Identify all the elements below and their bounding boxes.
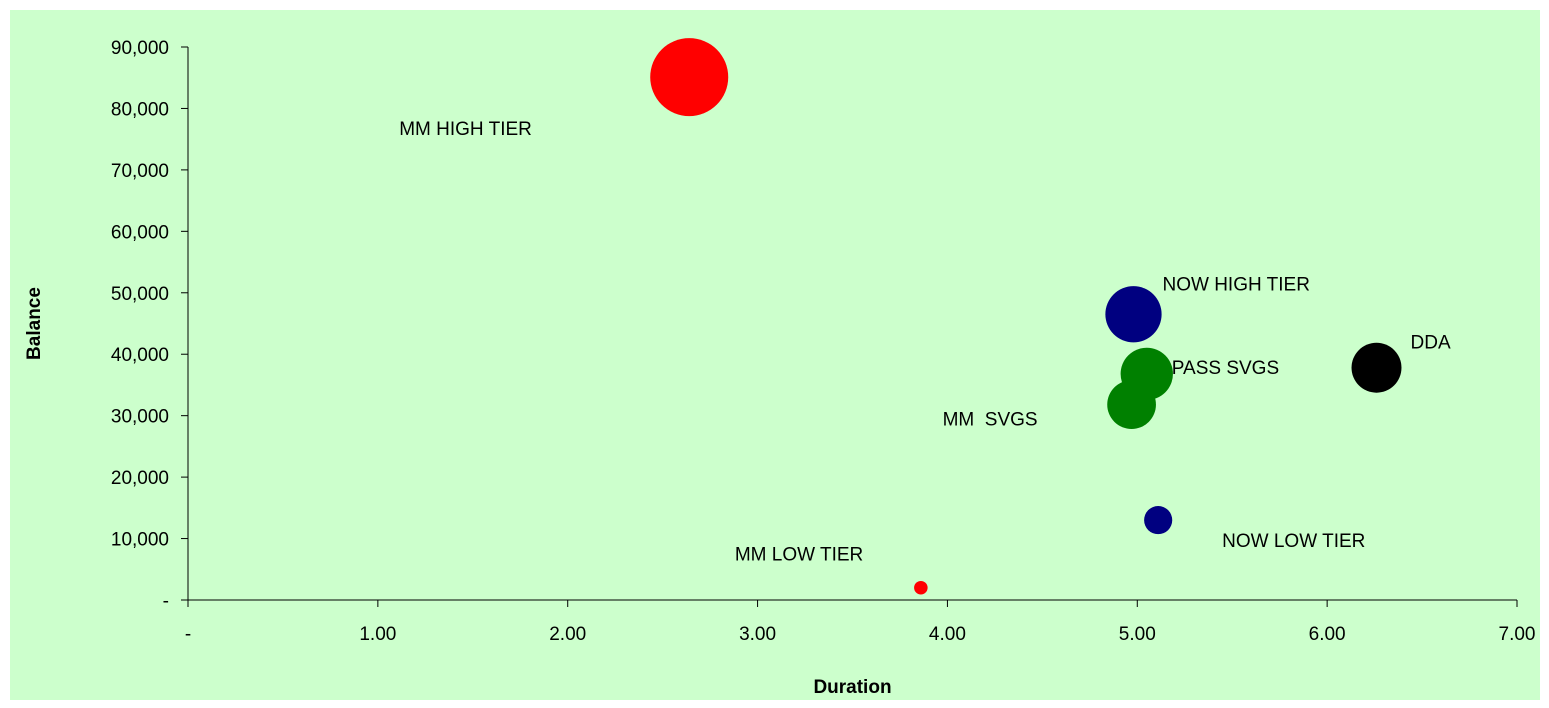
y-tick-label: 30,000 (111, 407, 169, 428)
bubble-label-pass-svgs: PASS SVGS (1172, 358, 1279, 379)
y-tick-label: - (163, 591, 169, 612)
bubble-chart: - 10,000 20,000 30,000 40,000 50,000 60,000 70,… (10, 10, 1540, 700)
x-tick-label: 5.00 (1119, 624, 1156, 645)
bubble-label-now-low-tier: NOW LOW TIER (1222, 531, 1365, 552)
bubble-dda (1351, 342, 1402, 393)
x-tick-label: 6.00 (1309, 624, 1346, 645)
y-tick-label: 80,000 (111, 99, 169, 120)
y-tick-label: 20,000 (111, 468, 169, 489)
bubble-mm-svgs (1107, 380, 1156, 429)
y-tick-label: 60,000 (111, 222, 169, 243)
bubble-mm-high-tier (650, 38, 729, 117)
axes: - 10,000 20,000 30,000 40,000 50,000 60,000 70,… (111, 38, 1536, 645)
bubble-label-now-high-tier: NOW HIGH TIER (1162, 274, 1309, 295)
bubble-labels: MM HIGH TIER NOW HIGH TIER PASS SVGS MM SVG… (399, 119, 1451, 566)
y-axis-title: Balance (24, 287, 45, 360)
x-tick-label: 7.00 (1499, 624, 1536, 645)
chart-background (10, 10, 1540, 700)
chart-area: - 10,000 20,000 30,000 40,000 50,000 60,000 70,… (10, 10, 1540, 700)
x-tick-label: 3.00 (739, 624, 776, 645)
bubble-label-mm-svgs: MM SVGS (943, 410, 1038, 431)
bubble-now-high-tier (1105, 286, 1162, 343)
x-tick-label: - (185, 624, 191, 645)
bubble-now-low-tier (1144, 506, 1173, 535)
bubble-label-mm-low-tier: MM LOW TIER (735, 545, 863, 566)
bubble-label-dda: DDA (1411, 333, 1451, 354)
bubble-label-mm-high-tier: MM HIGH TIER (399, 119, 532, 140)
bubbles (650, 38, 1402, 595)
y-tick-label: 40,000 (111, 345, 169, 366)
bubble-mm-low-tier (914, 580, 928, 595)
y-tick-label: 10,000 (111, 530, 169, 551)
y-tick-label: 70,000 (111, 161, 169, 182)
x-tick-label: 2.00 (549, 624, 586, 645)
y-tick-label: 50,000 (111, 284, 169, 305)
y-tick-label: 90,000 (111, 38, 169, 59)
x-tick-label: 1.00 (359, 624, 396, 645)
x-axis-title: Duration (813, 677, 891, 698)
x-tick-label: 4.00 (929, 624, 966, 645)
